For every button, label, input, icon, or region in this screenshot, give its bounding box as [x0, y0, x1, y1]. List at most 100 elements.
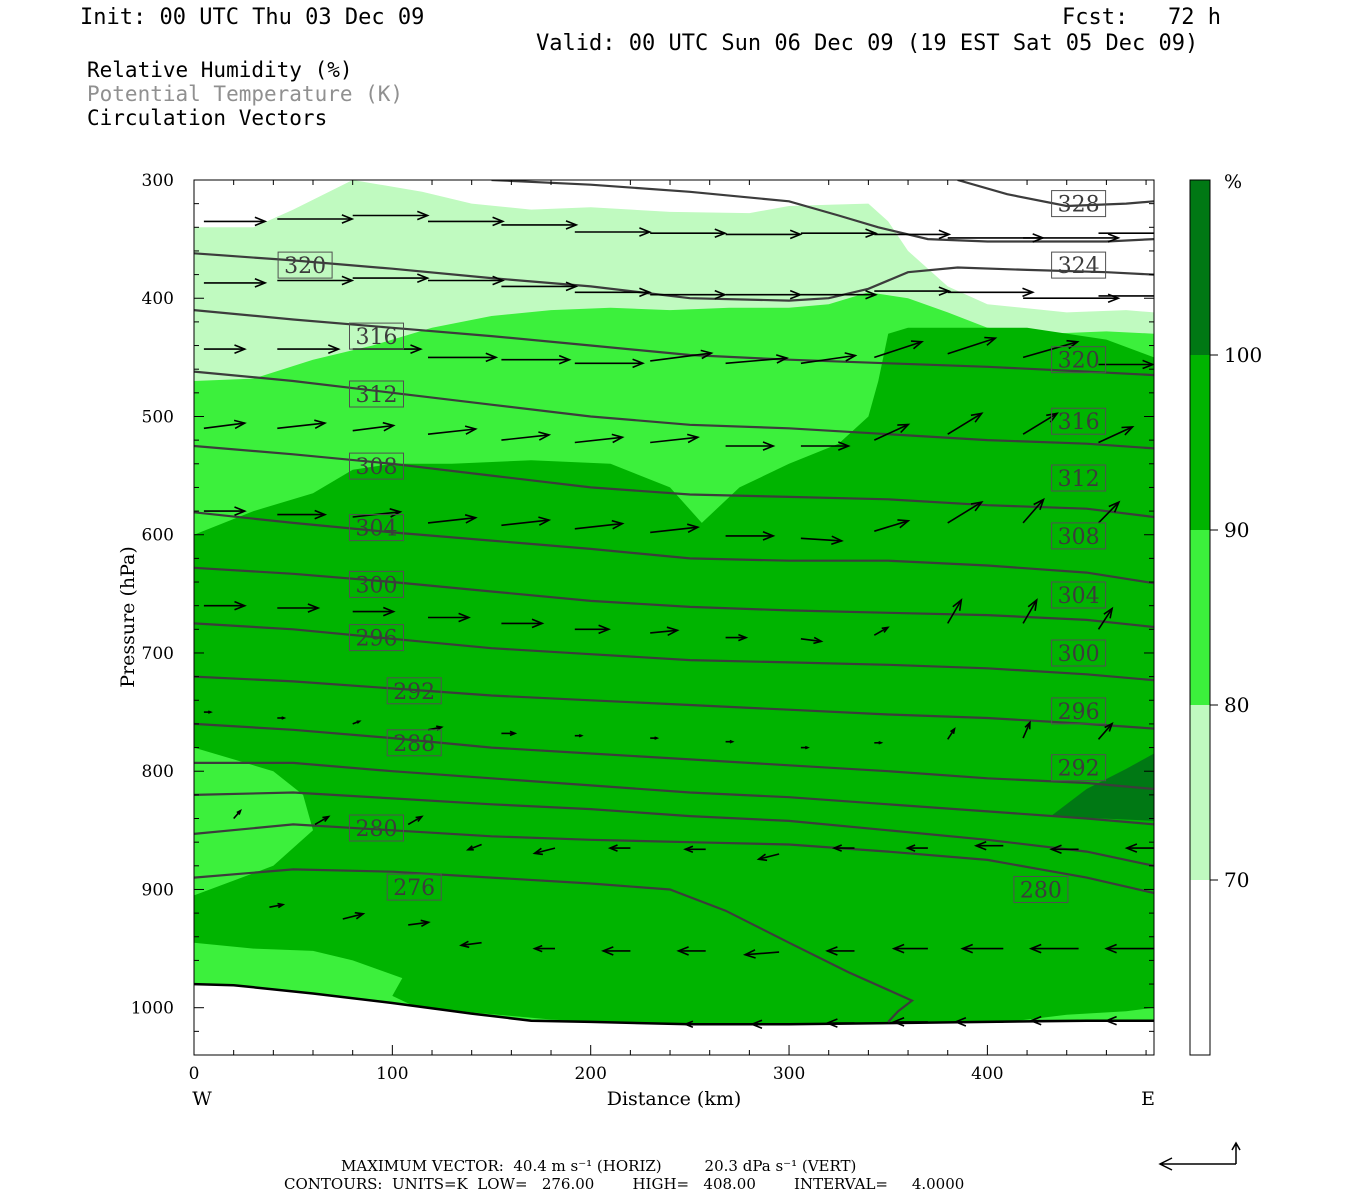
circulation-vector	[650, 736, 660, 740]
vector-shaft	[1022, 341, 1078, 359]
footer-max-vector: MAXIMUM VECTOR: 40.4 m s⁻¹ (HORIZ) 20.3 …	[341, 1157, 857, 1175]
vector-head	[464, 425, 478, 435]
vector-head	[532, 944, 543, 953]
circulation-vector	[407, 815, 424, 826]
circulation-vector	[352, 606, 396, 617]
vector-head	[322, 815, 331, 822]
vector-shaft	[947, 337, 996, 355]
vector-head	[420, 919, 431, 927]
vector-head	[714, 289, 728, 300]
circulation-vector	[650, 626, 680, 637]
circulation-vector	[650, 349, 714, 362]
vector-head	[804, 745, 810, 750]
colorbar-swatch-90-100	[1190, 355, 1210, 530]
vector-head	[973, 840, 987, 851]
vector-head	[341, 275, 355, 286]
contour-label-box	[1051, 346, 1107, 374]
circulation-vector	[352, 273, 430, 283]
axes: 0 100 200 300 400 3004005006007008009001000 …	[117, 171, 1155, 1110]
vector-head	[881, 626, 890, 633]
contour-label: 320	[277, 251, 333, 279]
vector-head	[938, 286, 952, 296]
x-tick-label: 400	[971, 1064, 1003, 1084]
circulation-vector	[1028, 1015, 1079, 1026]
circulation-vector	[203, 600, 247, 611]
vector-head	[676, 946, 689, 956]
circulation-vector	[800, 228, 878, 239]
x-tick-label: 200	[574, 1064, 606, 1084]
circulation-vector	[277, 716, 287, 720]
circulation-vector	[1098, 359, 1154, 370]
vector-head	[1022, 287, 1035, 298]
vector-head	[458, 612, 471, 623]
vector-head	[236, 809, 242, 815]
below-ground-mask	[194, 984, 1154, 1055]
init-time: Init: 00 UTC Thu 03 Dec 09	[80, 5, 425, 30]
vector-head	[714, 228, 728, 239]
circulation-vector	[1049, 844, 1079, 855]
vector-shaft	[269, 903, 284, 908]
circulation-vector	[725, 739, 735, 744]
circulation-vector	[650, 433, 700, 444]
vector-head	[865, 289, 878, 300]
vector-head	[1028, 943, 1042, 954]
contour-label-text: 308	[356, 455, 398, 480]
colorbar: % 100 90 80 70	[1189, 171, 1262, 1056]
contour-label-text: 280	[356, 817, 398, 842]
circulation-vector	[831, 844, 855, 852]
y-tick-label: 1000	[131, 999, 174, 1019]
isentrope-line	[194, 444, 1154, 519]
x-axis-ticks: 0 100 200 300 400	[189, 180, 1147, 1084]
contour-label-text: 300	[356, 573, 398, 598]
contour-label-text: 320	[1058, 349, 1100, 374]
contour-label: 292	[1051, 754, 1107, 782]
contour-label: 296	[349, 624, 404, 652]
vector-shaft	[947, 501, 983, 524]
vector-head	[1027, 598, 1038, 611]
vector-head	[938, 229, 952, 240]
vector-head	[607, 844, 618, 852]
circulation-vector	[905, 844, 928, 852]
circulation-vector	[742, 949, 780, 959]
circulation-vector	[683, 1020, 706, 1029]
circulation-vector	[725, 531, 776, 541]
vector-head	[686, 523, 700, 534]
contour-label-box	[386, 873, 442, 901]
contour-label-box	[1051, 251, 1107, 279]
vector-head	[891, 943, 905, 954]
vector-shaft	[650, 629, 678, 634]
circulation-vector	[574, 433, 625, 444]
vector-head	[1121, 425, 1135, 436]
vector-head	[1028, 1015, 1042, 1026]
contour-label-layer: 320 316 312 308 304 300 296 292 288 280 276 328 324 3…	[277, 190, 1107, 904]
y-tick-label: 600	[142, 526, 174, 546]
contour-label-text: 296	[356, 627, 398, 652]
contour-label-text: 288	[393, 732, 435, 757]
vector-head	[756, 853, 768, 862]
vector-head	[436, 725, 444, 731]
vector-head	[538, 516, 552, 526]
contour-label-text: 296	[1058, 700, 1100, 725]
vector-head	[878, 741, 884, 745]
footer-contours: CONTOURS: UNITS=K LOW= 276.00 HIGH= 408.…	[284, 1175, 965, 1193]
vector-head	[277, 902, 286, 909]
vector-head	[234, 506, 247, 516]
vector-head	[538, 431, 552, 441]
circulation-vector	[269, 902, 286, 909]
circulation-vector	[1022, 497, 1045, 524]
circulation-vector	[574, 227, 652, 237]
contour-label-box	[349, 380, 404, 408]
reference-vector-icon	[1158, 1141, 1241, 1171]
contour-label-box	[1051, 407, 1107, 435]
circulation-vector	[277, 214, 355, 224]
rh-fill-layer	[194, 180, 1154, 1055]
vector-head	[789, 229, 803, 240]
circulation-vector	[800, 745, 810, 750]
vector-shaft	[1022, 722, 1031, 739]
contour-label: 288	[386, 729, 442, 757]
circulation-vector	[352, 720, 362, 725]
vector-head	[254, 216, 268, 227]
vector-head	[825, 1018, 838, 1028]
circulation-vector	[601, 946, 631, 956]
